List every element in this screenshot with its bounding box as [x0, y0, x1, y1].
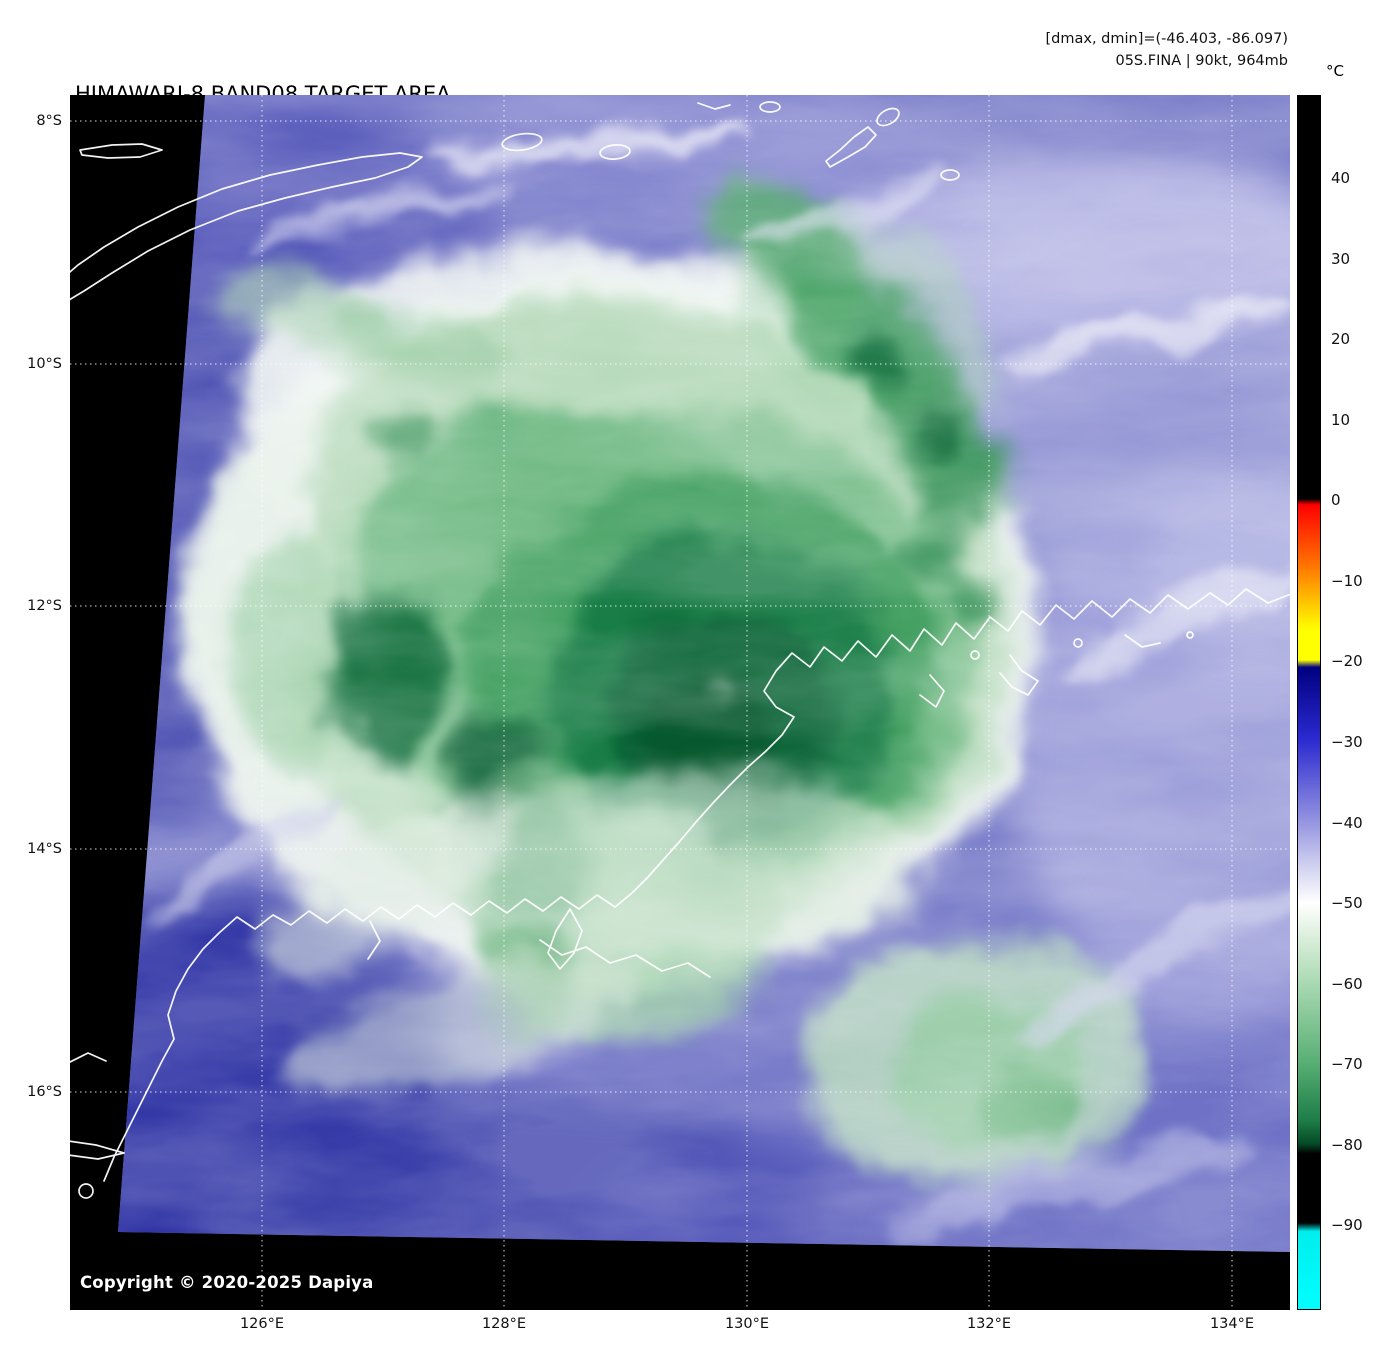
satellite-image [70, 95, 1290, 1310]
colorbar-tick-label: 0 [1331, 491, 1341, 510]
colorbar-tick-label: 40 [1331, 169, 1351, 187]
satellite-data-swath [118, 95, 1290, 1252]
copyright-label: Copyright © 2020-2025 Dapiya [80, 1273, 374, 1292]
lat-axis-label: 10°S [27, 356, 62, 372]
colorbar-unit-label: °C [1326, 62, 1344, 80]
lat-axis-label: 8°S [36, 113, 62, 129]
cloud-texture-overlay [118, 95, 1290, 1252]
colorbar-tick-label: 30 [1331, 249, 1351, 268]
plot-info: [dmax, dmin]=(-46.403, -86.097) 05S.FINA… [1046, 28, 1289, 72]
colorbar-tick-label: 10 [1331, 410, 1351, 429]
lon-axis-label: 126°E [239, 1316, 285, 1332]
colorbar-tick-label: −20 [1331, 652, 1363, 671]
dmax-dmin-label: [dmax, dmin]=(-46.403, -86.097) [1045, 31, 1289, 47]
colorbar-tick-label: −40 [1331, 813, 1363, 832]
coastlines [70, 101, 1290, 1199]
graticule-gridlines [70, 95, 1290, 1310]
colorbar-tick-label: −10 [1331, 571, 1363, 590]
lon-axis-label: 132°E [966, 1316, 1012, 1332]
colorbar-tick-label: −80 [1331, 1135, 1363, 1154]
colorbar-tick-label: −90 [1331, 1216, 1363, 1235]
lat-axis-label: 12°S [27, 598, 62, 614]
lon-axis-label: 128°E [481, 1316, 527, 1332]
colorbar-tick-label: −50 [1331, 894, 1363, 913]
colorbar-tick-label: −70 [1331, 1055, 1363, 1074]
map-area [70, 95, 1290, 1310]
colorbar-tick-label: −30 [1331, 732, 1363, 751]
lon-axis-label: 130°E [724, 1316, 770, 1332]
lat-axis-label: 16°S [27, 1084, 62, 1100]
colorbar-tick-label: −60 [1331, 974, 1363, 993]
colorbar-tick-label: 20 [1331, 330, 1351, 349]
plot-title: HIMAWARI-8 BAND08 TARGET AREA [75, 82, 451, 106]
lon-axis-label: 134°E [1209, 1316, 1255, 1332]
colorbar [1297, 95, 1321, 1310]
lat-axis-label: 14°S [27, 841, 62, 857]
storm-info-label: 05S.FINA | 90kt, 964mb [1115, 53, 1288, 69]
